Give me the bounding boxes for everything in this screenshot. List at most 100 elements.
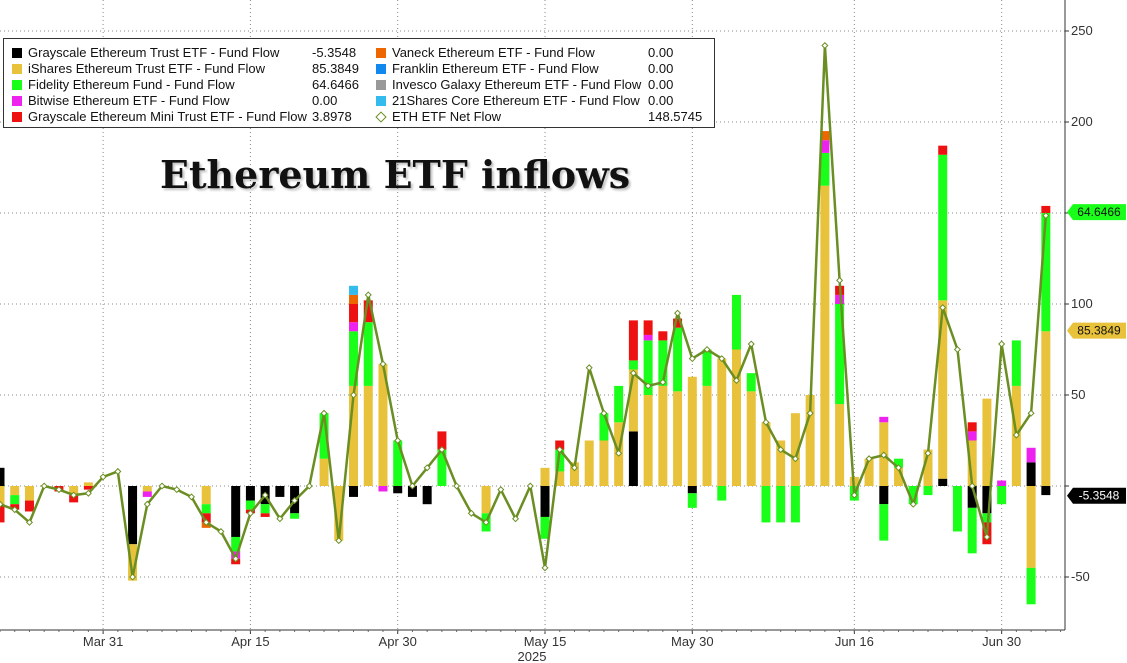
bar-segment <box>128 544 138 581</box>
bar-segment <box>10 486 20 496</box>
bar-segment <box>555 449 565 472</box>
bar-segment <box>643 334 653 341</box>
legend-value: 0.00 <box>648 61 674 76</box>
net-flow-point <box>762 418 770 426</box>
bar-segment <box>201 486 211 505</box>
net-flow-point <box>0 500 4 508</box>
bar-segment <box>540 467 550 486</box>
net-flow-point <box>526 482 534 490</box>
bar-segment <box>334 486 344 541</box>
legend: Grayscale Ethereum Trust ETF - Fund Flow… <box>3 38 715 128</box>
bar-segment <box>275 486 285 497</box>
bar-segment <box>349 304 359 323</box>
net-flow-point <box>394 436 402 445</box>
bar-segment <box>555 440 565 450</box>
bar-segment <box>614 385 624 423</box>
bar-segment <box>717 358 727 486</box>
badge-value: 64.6466 <box>1077 205 1121 219</box>
legend-swatch <box>376 64 386 74</box>
bar-segment <box>982 486 992 514</box>
net-flow-point <box>129 573 137 581</box>
bar-segment <box>923 449 933 486</box>
net-flow-point <box>1042 212 1050 220</box>
y-tick-label: 50 <box>1071 387 1085 402</box>
net-flow-point <box>217 527 225 536</box>
bar-segment <box>0 467 5 486</box>
bar-segment <box>820 152 830 186</box>
x-axis-label: 2025 <box>518 649 547 663</box>
bar-segment <box>10 495 20 505</box>
legend-label: Bitwise Ethereum ETF - Fund Flow <box>28 93 230 108</box>
y-tick-label: 200 <box>1071 114 1093 129</box>
net-flow-point <box>836 276 844 284</box>
bar-segment <box>83 482 93 486</box>
bar-segment <box>879 416 889 423</box>
bar-segment <box>776 440 786 486</box>
net-flow-point <box>55 486 63 494</box>
bar-segment <box>687 376 697 486</box>
bar-segment <box>938 154 948 301</box>
net-flow-point <box>674 309 682 317</box>
legend-swatch <box>376 48 386 58</box>
net-flow-point <box>379 360 387 368</box>
y-tick-label: 250 <box>1071 23 1093 38</box>
legend-swatch <box>376 96 386 106</box>
bar-segment <box>260 504 270 514</box>
bar-segment <box>1026 567 1036 605</box>
bar-segment <box>702 349 712 386</box>
bar-segment <box>820 185 830 486</box>
net-flow-point <box>880 451 888 459</box>
x-tick-label: Apr 15 <box>231 634 269 649</box>
bar-segment <box>319 413 329 459</box>
last-value-badge: 64.6466 <box>1067 204 1126 221</box>
legend-label: iShares Ethereum Trust ETF - Fund Flow <box>28 61 265 76</box>
bar-segment <box>835 304 845 405</box>
bar-segment <box>908 486 918 505</box>
net-flow-point <box>276 515 284 523</box>
net-flow-point <box>1012 431 1020 439</box>
bar-segment <box>673 391 683 486</box>
bar-segment <box>628 431 638 486</box>
net-flow-point <box>998 340 1006 348</box>
legend-value: 64.6466 <box>312 77 359 92</box>
net-flow-point <box>11 506 19 514</box>
net-flow-point <box>968 482 976 490</box>
net-flow-point <box>541 564 549 572</box>
stacked-bars <box>0 131 1051 605</box>
legend-swatch <box>12 112 22 122</box>
legend-label: ETH ETF Net Flow <box>392 109 502 124</box>
x-tick-label: Apr 30 <box>379 634 417 649</box>
bar-segment <box>260 513 270 517</box>
bar-segment <box>201 513 211 523</box>
net-flow-point <box>158 482 166 490</box>
bar-segment <box>776 486 786 523</box>
x-tick-label: Jun 16 <box>835 634 874 649</box>
bar-segment <box>378 486 388 492</box>
net-flow-point <box>497 486 505 494</box>
net-flow-point <box>99 473 107 481</box>
bar-segment <box>349 294 359 304</box>
bar-segment <box>658 331 668 341</box>
bar-segment <box>1041 486 1051 496</box>
bar-segment <box>393 440 403 486</box>
net-flow-point <box>364 291 372 299</box>
net-flow-point <box>143 500 151 508</box>
legend-value: -5.3548 <box>312 45 357 60</box>
bar-segment <box>245 486 255 501</box>
bar-segment <box>702 385 712 486</box>
last-value-badges: 64.6466 85.3849 -5.3548 <box>1067 204 1126 504</box>
net-flow-point <box>939 304 947 312</box>
bar-segment <box>1026 462 1036 486</box>
net-flow-point <box>924 449 932 457</box>
legend-swatch <box>12 96 22 106</box>
net-flow-point <box>512 515 520 523</box>
net-flow-point <box>791 455 799 463</box>
net-flow-point <box>688 355 696 363</box>
bar-segment <box>24 500 34 512</box>
bar-segment <box>923 486 933 496</box>
net-flow-point <box>865 455 873 463</box>
bar-segment <box>349 385 359 486</box>
bar-segment <box>83 486 93 490</box>
legend-value: 0.00 <box>648 77 674 92</box>
net-flow-point <box>806 409 814 417</box>
